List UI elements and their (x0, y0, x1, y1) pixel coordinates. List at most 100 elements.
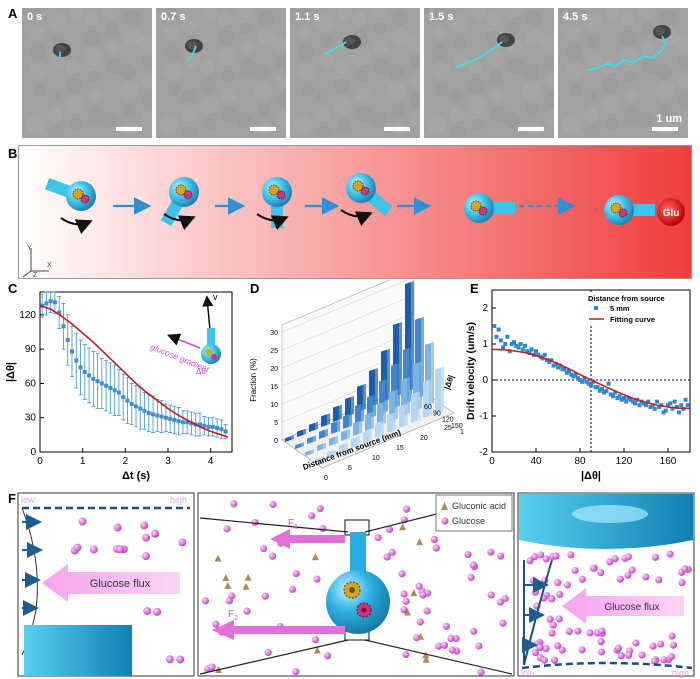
glucose-molecule (400, 606, 408, 614)
data-point (525, 349, 530, 354)
bar-side (337, 420, 340, 432)
data-point (121, 395, 126, 400)
glucose-molecule (435, 642, 443, 650)
data-point (661, 410, 666, 415)
data-point (507, 349, 512, 354)
micromotor (464, 193, 515, 223)
texture-speck (544, 74, 554, 88)
glucose-molecule (402, 650, 410, 659)
distance-tick-label: 25 (444, 425, 452, 432)
glucose-molecule (264, 648, 272, 657)
glucose-molecule (419, 591, 427, 599)
texture-speck (584, 14, 602, 32)
data-point (628, 397, 633, 402)
bar-front (353, 421, 359, 436)
data-point (578, 378, 582, 382)
glucose-molecule (597, 648, 606, 656)
texture-speck (410, 74, 420, 88)
distance-tick-label: 20 (420, 435, 428, 442)
texture-speck (678, 74, 688, 88)
data-point (562, 367, 567, 372)
glucose-molecule (550, 656, 559, 664)
data-point (503, 342, 508, 346)
bar-side (373, 394, 376, 417)
data-point (547, 360, 552, 364)
glucose-molecule (531, 648, 539, 657)
texture-speck (240, 58, 256, 74)
glucose-molecule (501, 594, 509, 603)
glucose-molecule (316, 505, 324, 513)
texture-speck (392, 28, 410, 46)
texture-speck (606, 118, 618, 130)
texture-speck (240, 22, 252, 34)
gluconic-acid-molecule (410, 589, 418, 597)
glucose-molecule (442, 622, 450, 630)
data-point (602, 390, 607, 395)
texture-speck (674, 34, 688, 52)
bar-side (371, 411, 374, 429)
texture-speck (588, 36, 600, 48)
texture-speck (258, 104, 270, 116)
micromotor (256, 177, 292, 231)
data-point (569, 372, 574, 377)
bar-side (291, 435, 294, 440)
texture-speck (338, 118, 350, 130)
rotation-arrow (340, 209, 373, 227)
texture-speck (540, 34, 554, 52)
glucose-molecule (552, 552, 560, 560)
glucose-molecule (142, 533, 151, 542)
bar-front (343, 414, 349, 429)
texture-speck (106, 58, 122, 74)
texture-speck (84, 48, 102, 66)
glucose-molecule (78, 517, 87, 526)
texture-speck (222, 106, 238, 122)
gear-icon (183, 190, 193, 200)
y-tick-label: 25 (270, 348, 278, 355)
data-point (202, 423, 207, 428)
data-point (112, 388, 117, 393)
glucose-molecule (542, 644, 550, 653)
glucose-molecule (452, 634, 460, 643)
micrograph-image (290, 8, 420, 138)
texture-speck (30, 62, 48, 80)
texture-speck (656, 82, 674, 100)
glucose-molecule (548, 629, 556, 637)
gear-icon (276, 190, 286, 200)
texture-speck (566, 8, 578, 20)
gluconic-acid-molecule (214, 554, 222, 562)
texture-speck (352, 12, 366, 26)
data-point (542, 352, 547, 357)
glucose-molecule (565, 627, 573, 636)
texture-speck (338, 8, 352, 20)
data-point (644, 403, 648, 408)
bar-side (361, 403, 364, 422)
angle-tick-label: 150 (451, 423, 463, 430)
glucose-molecule (228, 592, 236, 600)
velocity-label: v (213, 292, 218, 302)
glucose-molecule (251, 518, 259, 527)
legend-glucose-marker (441, 517, 449, 525)
frame-time-label: 1.1 s (295, 11, 320, 23)
force-f1-arrow (270, 529, 345, 549)
texture-speck (678, 92, 688, 108)
texture-speck (356, 88, 370, 102)
texture-speck (642, 40, 656, 54)
glucose-molecule (611, 555, 619, 563)
texture-speck (254, 82, 272, 100)
data-point (584, 379, 589, 384)
texture-speck (66, 96, 84, 114)
bar-side (417, 391, 420, 421)
texture-speck (486, 12, 500, 26)
data-point (78, 365, 83, 370)
data-point (498, 338, 503, 343)
texture-speck (258, 28, 276, 46)
data-point (668, 401, 673, 406)
texture-speck (450, 108, 464, 122)
glucose-molecule (402, 505, 411, 513)
texture-speck (370, 8, 388, 18)
texture-speck (298, 62, 316, 80)
data-point (219, 427, 224, 432)
texture-speck (88, 88, 102, 102)
panel-label-c: C (8, 281, 18, 296)
